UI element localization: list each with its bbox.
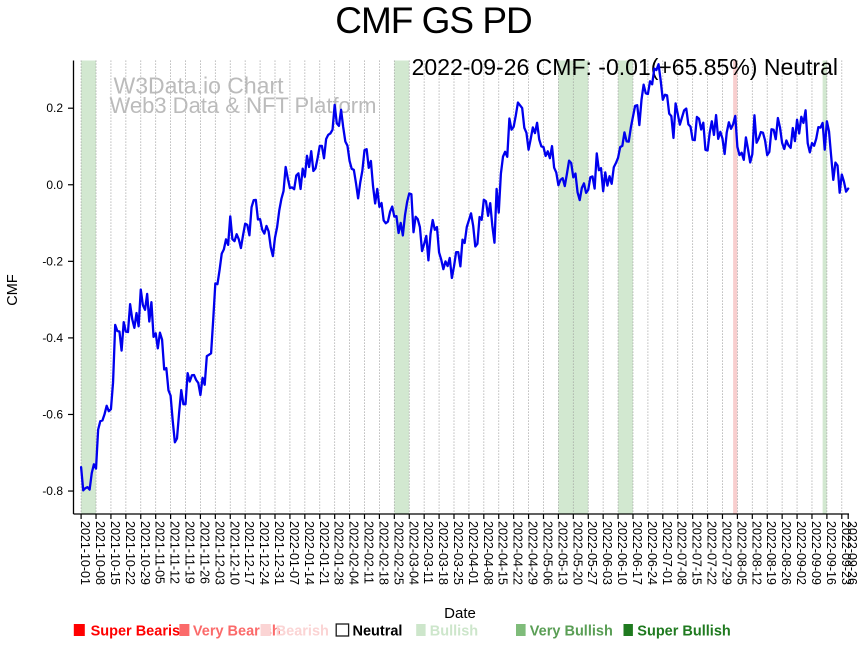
- svg-text:-0.6: -0.6: [42, 407, 63, 421]
- svg-text:0.0: 0.0: [46, 178, 63, 192]
- svg-text:2022-09-16: 2022-09-16: [824, 521, 838, 585]
- svg-text:2022-05-20: 2022-05-20: [570, 521, 584, 585]
- svg-text:2022-04-22: 2022-04-22: [511, 521, 525, 585]
- svg-text:Super Bearish: Super Bearish: [91, 624, 189, 640]
- svg-text:2022-02-11: 2022-02-11: [362, 521, 376, 584]
- svg-text:2022-07-08: 2022-07-08: [675, 521, 689, 585]
- svg-text:2022-02-18: 2022-02-18: [376, 521, 390, 585]
- svg-text:2022-08-19: 2022-08-19: [764, 521, 778, 585]
- svg-text:2022-09-02: 2022-09-02: [794, 521, 808, 585]
- svg-text:2021-12-24: 2021-12-24: [257, 521, 271, 585]
- svg-text:2021-10-08: 2021-10-08: [93, 521, 107, 585]
- svg-text:2022-06-24: 2022-06-24: [645, 521, 659, 585]
- svg-text:2022-01-07: 2022-01-07: [287, 521, 301, 585]
- svg-text:2022-08-12: 2022-08-12: [749, 521, 763, 585]
- svg-text:2022-05-06: 2022-05-06: [540, 521, 554, 585]
- svg-text:2022-04-08: 2022-04-08: [481, 521, 495, 585]
- svg-text:2021-12-31: 2021-12-31: [272, 521, 286, 585]
- svg-text:2022-04-29: 2022-04-29: [526, 521, 540, 585]
- svg-text:2022-07-29: 2022-07-29: [719, 521, 733, 585]
- svg-text:-0.2: -0.2: [42, 254, 63, 268]
- svg-text:2022-07-22: 2022-07-22: [705, 521, 719, 585]
- svg-text:2022-01-28: 2022-01-28: [332, 521, 346, 585]
- svg-text:2022-01-14: 2022-01-14: [302, 521, 316, 585]
- svg-text:CMF: CMF: [5, 274, 21, 306]
- svg-text:2022-09-09: 2022-09-09: [809, 521, 823, 585]
- svg-text:0.2: 0.2: [46, 101, 63, 115]
- svg-text:2021-10-15: 2021-10-15: [108, 521, 122, 585]
- svg-text:2022-08-05: 2022-08-05: [734, 521, 748, 585]
- svg-text:2022-03-18: 2022-03-18: [436, 521, 450, 585]
- svg-text:2022-06-10: 2022-06-10: [615, 521, 629, 585]
- svg-text:2021-11-19: 2021-11-19: [183, 521, 197, 584]
- svg-text:2021-10-22: 2021-10-22: [123, 521, 137, 585]
- svg-text:2021-12-17: 2021-12-17: [242, 521, 256, 585]
- svg-text:-0.4: -0.4: [42, 331, 63, 345]
- svg-text:2022-06-03: 2022-06-03: [600, 521, 614, 585]
- svg-text:Neutral: Neutral: [353, 624, 403, 640]
- svg-text:2022-03-04: 2022-03-04: [406, 521, 420, 585]
- svg-text:2022-02-25: 2022-02-25: [391, 521, 405, 585]
- svg-text:2022-07-01: 2022-07-01: [660, 521, 674, 585]
- svg-text:Date: Date: [444, 605, 476, 622]
- svg-text:2022-04-01: 2022-04-01: [466, 521, 480, 585]
- svg-text:2021-11-12: 2021-11-12: [168, 521, 182, 584]
- svg-text:2022-07-15: 2022-07-15: [690, 521, 704, 585]
- svg-text:Bearish: Bearish: [276, 624, 329, 640]
- svg-text:Super Bullish: Super Bullish: [637, 624, 730, 640]
- svg-text:2022-09-26: 2022-09-26: [845, 521, 859, 585]
- svg-text:2022-06-17: 2022-06-17: [630, 521, 644, 585]
- svg-text:2021-11-05: 2021-11-05: [153, 521, 167, 584]
- svg-text:-0.8: -0.8: [42, 484, 63, 498]
- svg-text:2022-02-04: 2022-02-04: [347, 521, 361, 585]
- svg-text:2022-09-26 CMF: -0.01(+65.85%): 2022-09-26 CMF: -0.01(+65.85%) Neutral: [412, 54, 838, 80]
- svg-text:Very Bullish: Very Bullish: [530, 624, 613, 640]
- svg-text:2021-10-29: 2021-10-29: [138, 521, 152, 585]
- svg-text:2022-03-11: 2022-03-11: [421, 521, 435, 584]
- svg-text:Bullish: Bullish: [430, 624, 478, 640]
- svg-text:2021-11-26: 2021-11-26: [197, 521, 211, 584]
- svg-text:2021-12-10: 2021-12-10: [227, 521, 241, 585]
- svg-text:2021-12-03: 2021-12-03: [212, 521, 226, 585]
- svg-text:2022-03-25: 2022-03-25: [451, 521, 465, 585]
- svg-text:2022-05-13: 2022-05-13: [555, 521, 569, 585]
- svg-text:2021-10-01: 2021-10-01: [78, 521, 92, 585]
- svg-text:2022-08-26: 2022-08-26: [779, 521, 793, 585]
- svg-text:2022-05-27: 2022-05-27: [585, 521, 599, 585]
- svg-text:2022-01-21: 2022-01-21: [317, 521, 331, 585]
- svg-text:2022-04-15: 2022-04-15: [496, 521, 510, 585]
